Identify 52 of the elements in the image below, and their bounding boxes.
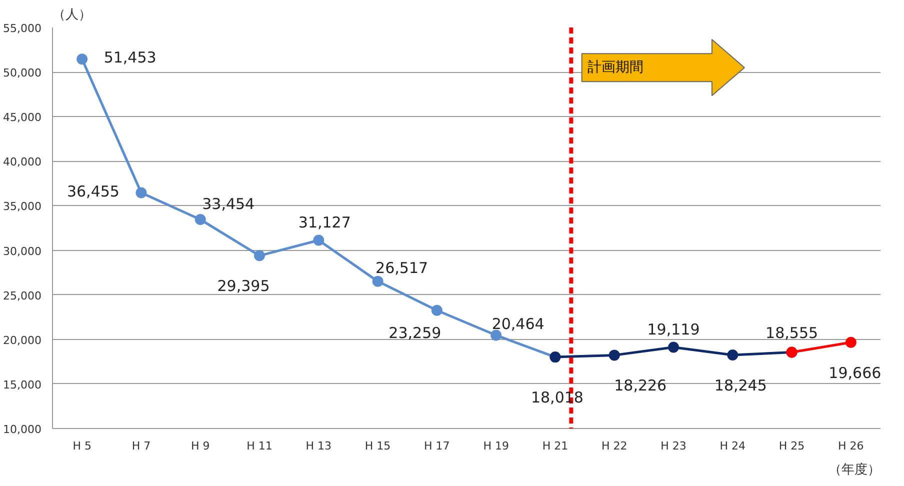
data-label: 51,453 — [104, 48, 156, 67]
point — [372, 276, 384, 287]
point — [136, 187, 147, 198]
x-tick-label: H 15 — [364, 440, 391, 452]
data-label: 20,464 — [492, 314, 544, 333]
x-tick-label: H 13 — [306, 440, 332, 452]
y-tick-label: 30,000 — [3, 244, 42, 258]
y-tick-label: 35,000 — [3, 200, 42, 214]
data-label: 36,455 — [66, 182, 120, 200]
x-tick-label: H 23 — [660, 440, 686, 452]
x-tick-label: H 7 — [132, 440, 151, 452]
point — [431, 304, 442, 316]
data-label: 29,395 — [217, 277, 270, 296]
data-label: 33,454 — [202, 195, 255, 213]
point — [313, 234, 324, 246]
data-label: 18,555 — [766, 324, 818, 342]
y-tick-label: 25,000 — [3, 289, 42, 302]
data-label: 23,259 — [388, 324, 442, 342]
point — [194, 214, 206, 225]
point — [845, 336, 856, 348]
point — [727, 350, 738, 361]
data-label: 19,119 — [647, 320, 700, 339]
x-tick-label: H 17 — [424, 440, 450, 452]
point — [608, 350, 620, 361]
data-label: 18,245 — [714, 376, 767, 395]
x-tick-label: H 21 — [542, 440, 568, 452]
data-label: 26,517 — [376, 258, 428, 277]
data-label: 18,226 — [614, 376, 667, 395]
y-tick-label: 50,000 — [3, 66, 42, 80]
x-tick-label: H 25 — [778, 440, 805, 452]
point — [668, 342, 679, 353]
x-tick-label: H 19 — [483, 440, 509, 452]
point — [254, 250, 265, 262]
x-tick-label: H 11 — [246, 440, 272, 452]
x-tick-label: H 22 — [601, 440, 628, 452]
data-label: 18,018 — [530, 388, 584, 407]
y-tick-label: 15,000 — [3, 378, 42, 392]
y-tick-label: 10,000 — [3, 423, 42, 436]
x-tick-label: H 5 — [72, 440, 92, 452]
y-axis-title: （人） — [52, 8, 92, 22]
data-label: 19,666 — [828, 364, 882, 382]
point — [76, 54, 88, 65]
y-tick-label: 55,000 — [3, 22, 42, 35]
x-tick-label: H 26 — [838, 440, 864, 452]
x-tick-label: H 9 — [190, 440, 210, 452]
annotation: 計画期間 — [588, 60, 644, 76]
y-tick-label: 20,000 — [3, 334, 42, 347]
data-label: 31,127 — [298, 214, 351, 232]
y-tick-label: 45,000 — [3, 111, 42, 124]
y-tick-label: 40,000 — [3, 156, 42, 169]
x-axis-title: （年度） — [828, 462, 880, 478]
x-tick-label: H 24 — [720, 440, 746, 452]
